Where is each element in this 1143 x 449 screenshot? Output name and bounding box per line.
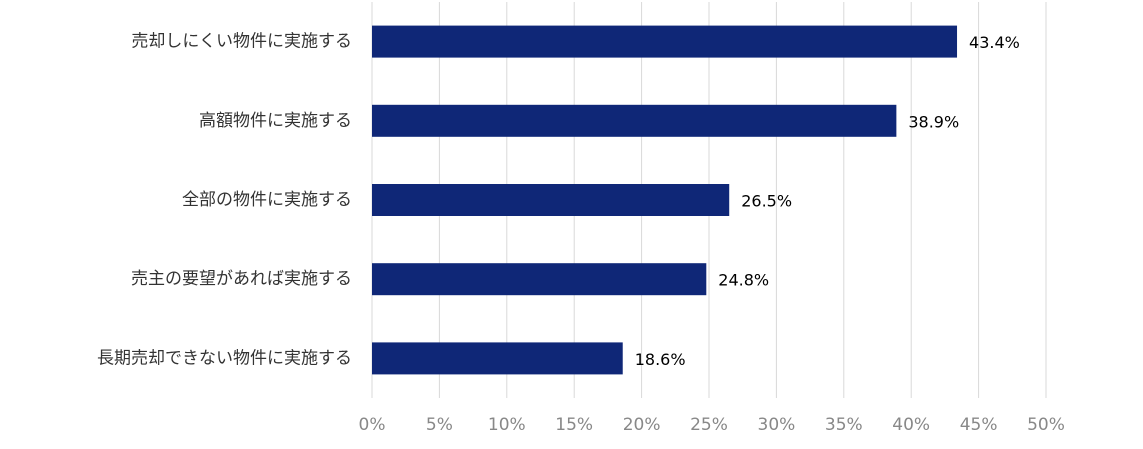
bar — [372, 104, 897, 137]
category-label: 全部の物件に実施する — [182, 190, 352, 210]
value-label: 24.8% — [718, 271, 769, 290]
x-tick-label: 35% — [825, 415, 863, 435]
value-label: 26.5% — [741, 192, 792, 211]
x-tick-label: 50% — [1027, 415, 1065, 435]
x-tick-label: 45% — [960, 415, 998, 435]
bar — [372, 25, 958, 58]
x-tick-label: 25% — [690, 415, 728, 435]
value-label: 38.9% — [908, 112, 959, 131]
category-label: 売却しにくい物件に実施する — [131, 32, 352, 52]
x-tick-label: 20% — [623, 415, 661, 435]
category-label: 高額物件に実施する — [199, 111, 352, 131]
value-label: 18.6% — [635, 350, 686, 369]
x-tick-label: 30% — [758, 415, 796, 435]
bar — [372, 184, 730, 216]
bar — [372, 342, 623, 375]
x-tick-label: 15% — [555, 415, 593, 435]
category-label: 長期売却できない物件に実施する — [97, 348, 352, 368]
x-tick-label: 10% — [488, 415, 526, 435]
bar — [372, 263, 707, 296]
x-tick-label: 40% — [892, 415, 930, 435]
category-label: 売主の要望があれば実施する — [131, 269, 352, 289]
x-tick-label: 5% — [426, 415, 453, 435]
value-label: 43.4% — [969, 33, 1020, 52]
x-tick-label: 0% — [359, 415, 386, 435]
